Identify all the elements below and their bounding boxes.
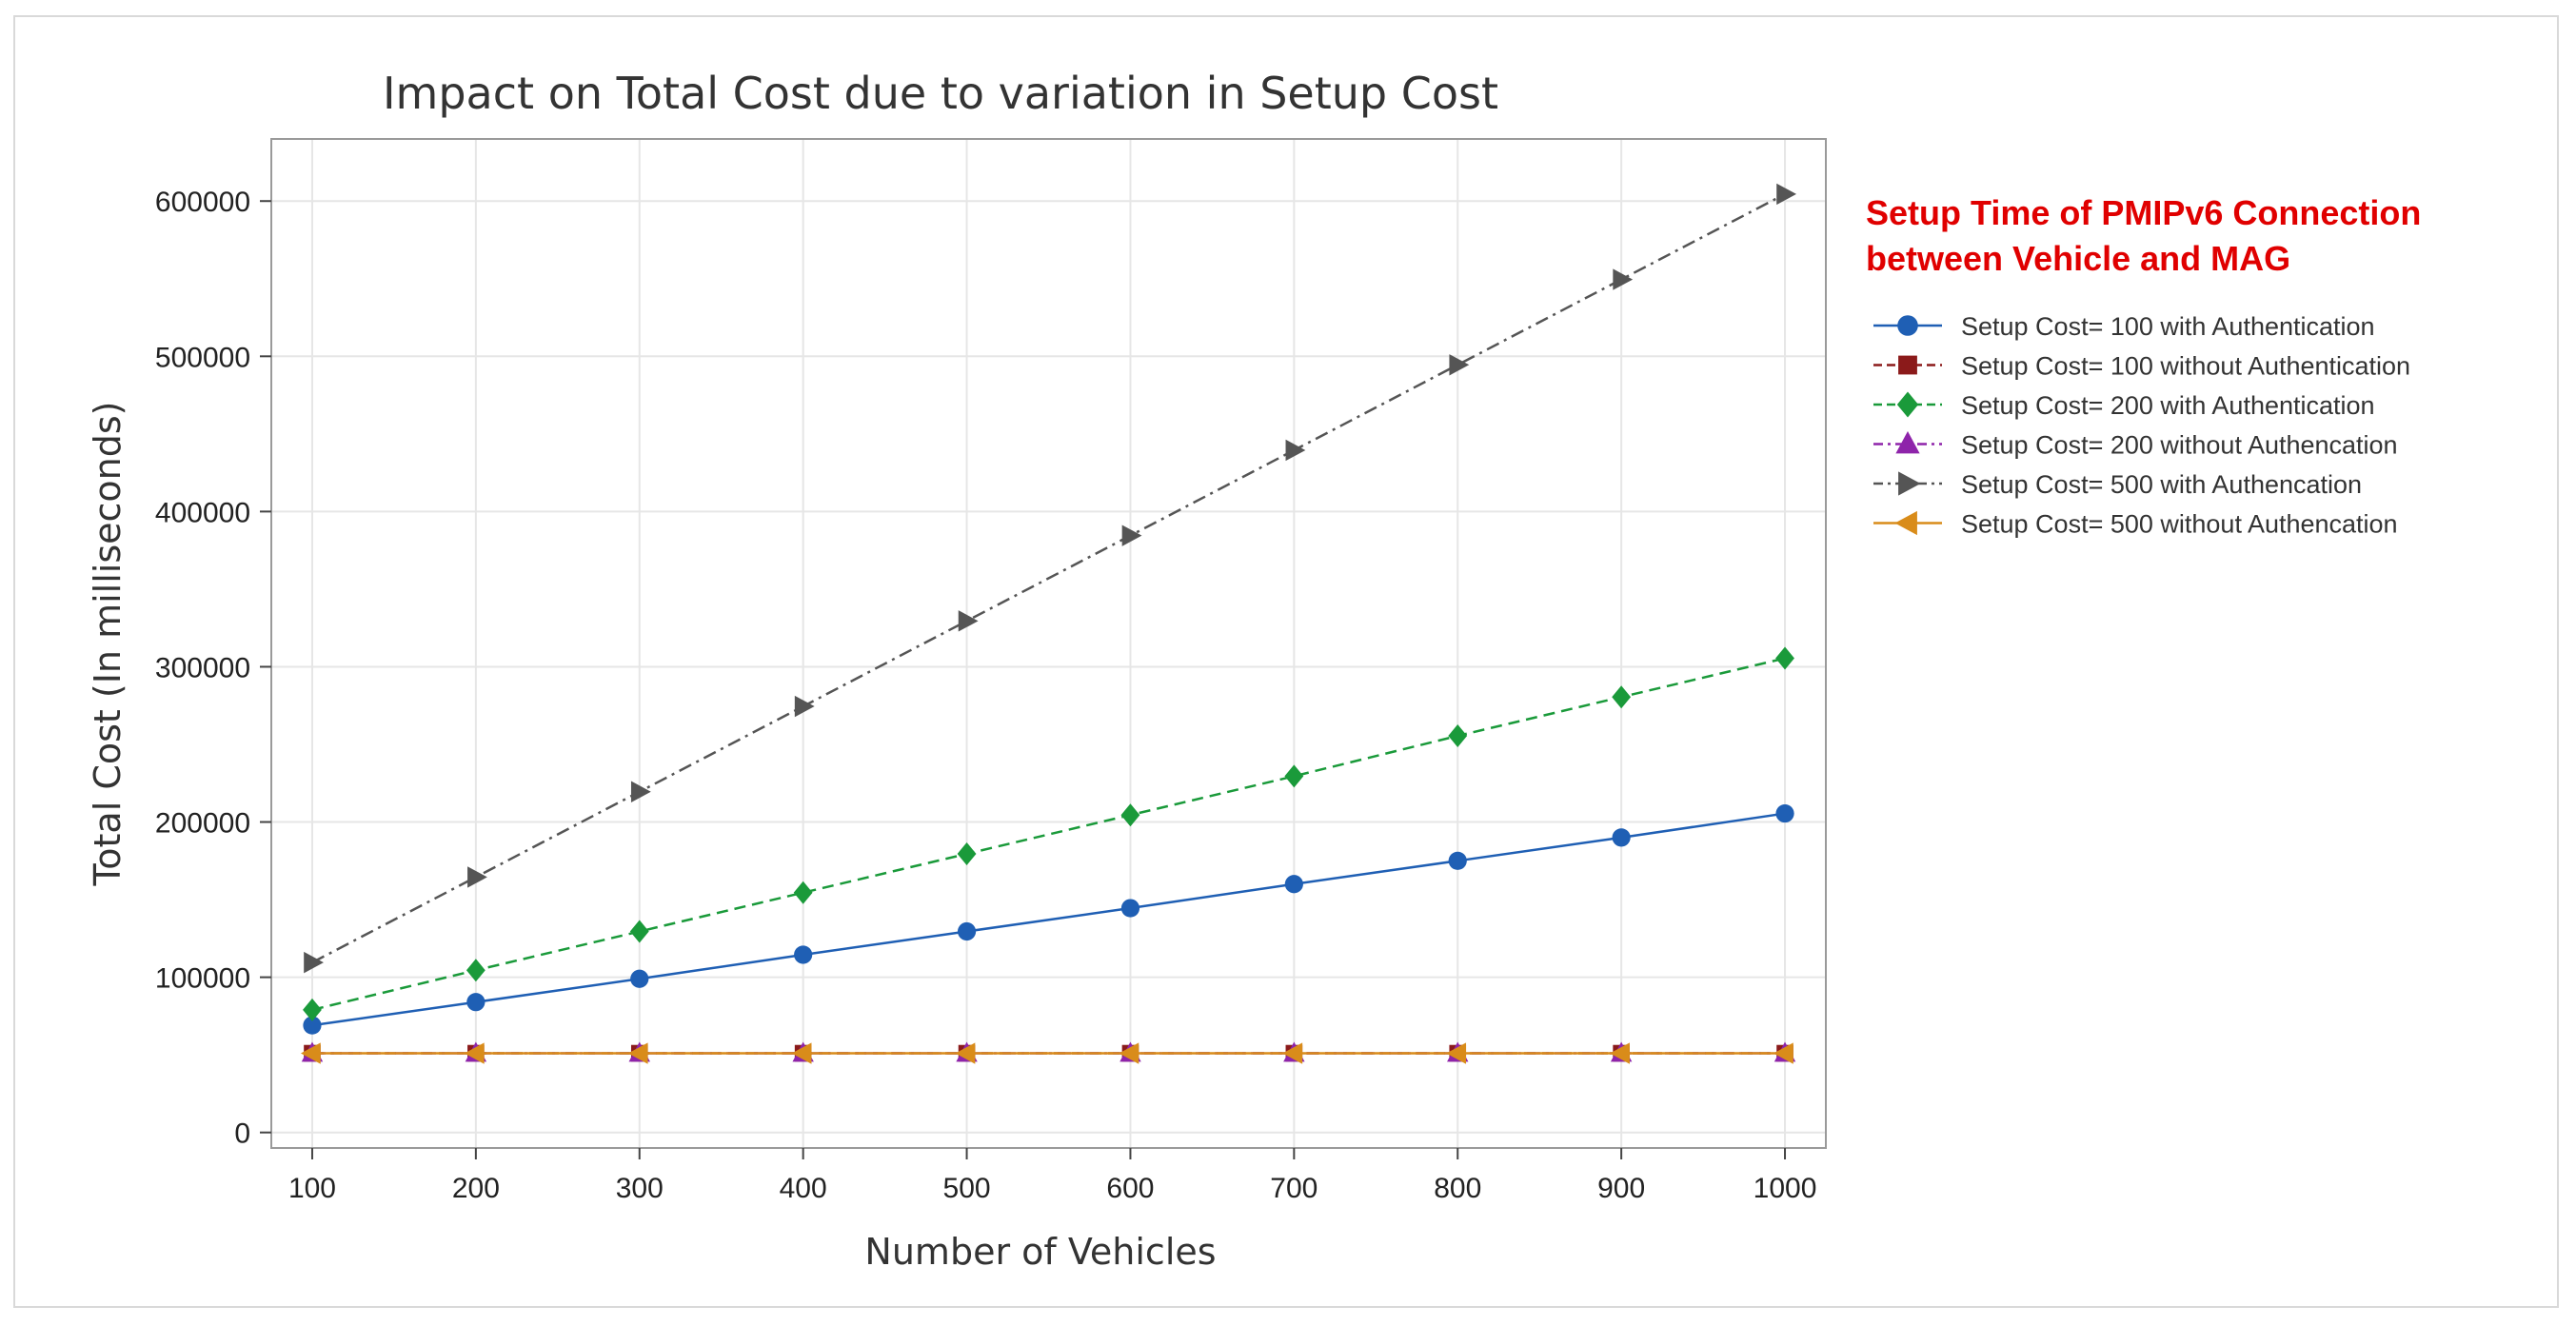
legend-title: Setup Time of PMIPv6 Connection [1866,193,2421,232]
legend-marker [1895,431,1920,454]
y-tick-label: 0 [234,1118,250,1150]
x-tick-label: 200 [452,1173,500,1204]
series-3 [303,646,1794,1021]
data-point [303,998,322,1021]
series-line [311,192,1786,964]
x-tick-label: 300 [616,1173,664,1204]
y-tick-label: 300000 [155,652,250,683]
series-4 [301,1041,1796,1062]
data-point [793,881,813,904]
y-axis-title: Total Cost (In milliseconds) [87,402,129,887]
x-tick-label: 500 [943,1173,991,1204]
axes: 100 200 300 400 500 600 700 800 900 1000 0 100000 20… [155,187,1817,1204]
data-point [1284,764,1304,788]
data-point [1612,685,1632,709]
data-point [1613,268,1634,290]
data-point [467,866,487,888]
data-point [627,1042,648,1064]
legend-label: Setup Cost= 100 with Authentication [1961,312,2375,341]
legend-label: Setup Cost= 200 without Authencation [1961,431,2398,460]
series-line [311,812,1786,1027]
legend-marker [1898,355,1917,375]
grid [271,139,1826,1148]
data-point [957,921,977,941]
series-5 [304,183,1797,974]
legend-item: Setup Cost= 200 with Authentication [1873,391,2375,420]
legend-item: Setup Cost= 500 with Authencation [1873,470,2362,499]
x-tick-label: 700 [1270,1173,1318,1204]
x-tick-label: 100 [288,1173,336,1204]
data-point [1612,828,1631,847]
plot-area [270,138,1827,1149]
data-point [1448,724,1468,748]
data-point [794,695,815,718]
series-layer [300,183,1797,1064]
x-axis-title: Number of Vehicles [864,1231,1216,1273]
chart-frame [13,15,2559,1308]
data-point [464,1042,485,1064]
x-tick-label: 1000 [1754,1173,1817,1204]
y-tick-label: 400000 [155,497,250,528]
data-point [630,969,649,988]
legend-marker [1894,510,1917,536]
data-point [466,959,485,982]
legend-title-line-2: between Vehicle and MAG [1866,239,2290,278]
data-point [958,610,979,632]
legend-label: Setup Cost= 500 without Authencation [1961,510,2398,539]
data-point [629,920,649,943]
y-tick-label: 500000 [155,342,250,373]
legend: Setup Time of PMIPv6 Connection between … [1866,193,2421,539]
legend-item: Setup Cost= 100 without Authentication [1873,352,2410,381]
x-tick-label: 800 [1434,1173,1481,1204]
data-point [1776,183,1797,206]
data-point [794,945,813,964]
data-point [303,1016,322,1035]
data-point [1121,524,1142,546]
data-point [300,1042,321,1064]
data-point [1775,646,1794,670]
data-point [1284,875,1303,894]
y-tick-label: 100000 [155,963,250,995]
legend-label: Setup Cost= 100 without Authentication [1961,352,2410,381]
data-point [1775,803,1794,823]
y-tick-label: 600000 [155,187,250,218]
legend-item: Setup Cost= 500 without Authencation [1873,510,2398,539]
legend-marker [1896,391,1919,418]
data-point [630,781,651,802]
data-point [1119,1042,1139,1064]
data-point [1120,803,1140,827]
data-point [1448,851,1467,870]
data-point [1610,1042,1630,1064]
chart-title: Impact on Total Cost due to variation in… [383,68,1498,119]
data-point [791,1042,812,1064]
legend-item: Setup Cost= 100 with Authentication [1873,312,2375,341]
series-1 [303,803,1794,1035]
data-point [1282,1042,1303,1064]
data-point [1120,899,1140,918]
x-tick-label: 400 [780,1173,827,1204]
data-point [955,1042,976,1064]
data-point [466,993,485,1012]
legend-marker [1897,315,1918,336]
y-tick-label: 200000 [155,808,250,840]
data-point [1773,1042,1793,1064]
data-point [304,951,324,974]
legend-label: Setup Cost= 500 with Authencation [1961,470,2362,499]
data-point [957,841,977,865]
data-point [1449,354,1470,376]
legend-label: Setup Cost= 200 with Authentication [1961,391,2375,420]
data-point [1285,439,1306,462]
series-line [311,657,1786,1012]
legend-marker [1898,471,1921,496]
legend-item: Setup Cost= 200 without Authencation [1873,431,2398,460]
series-6 [300,1042,1793,1064]
x-tick-label: 600 [1106,1173,1154,1204]
data-point [1446,1042,1467,1064]
x-tick-label: 900 [1597,1173,1645,1204]
